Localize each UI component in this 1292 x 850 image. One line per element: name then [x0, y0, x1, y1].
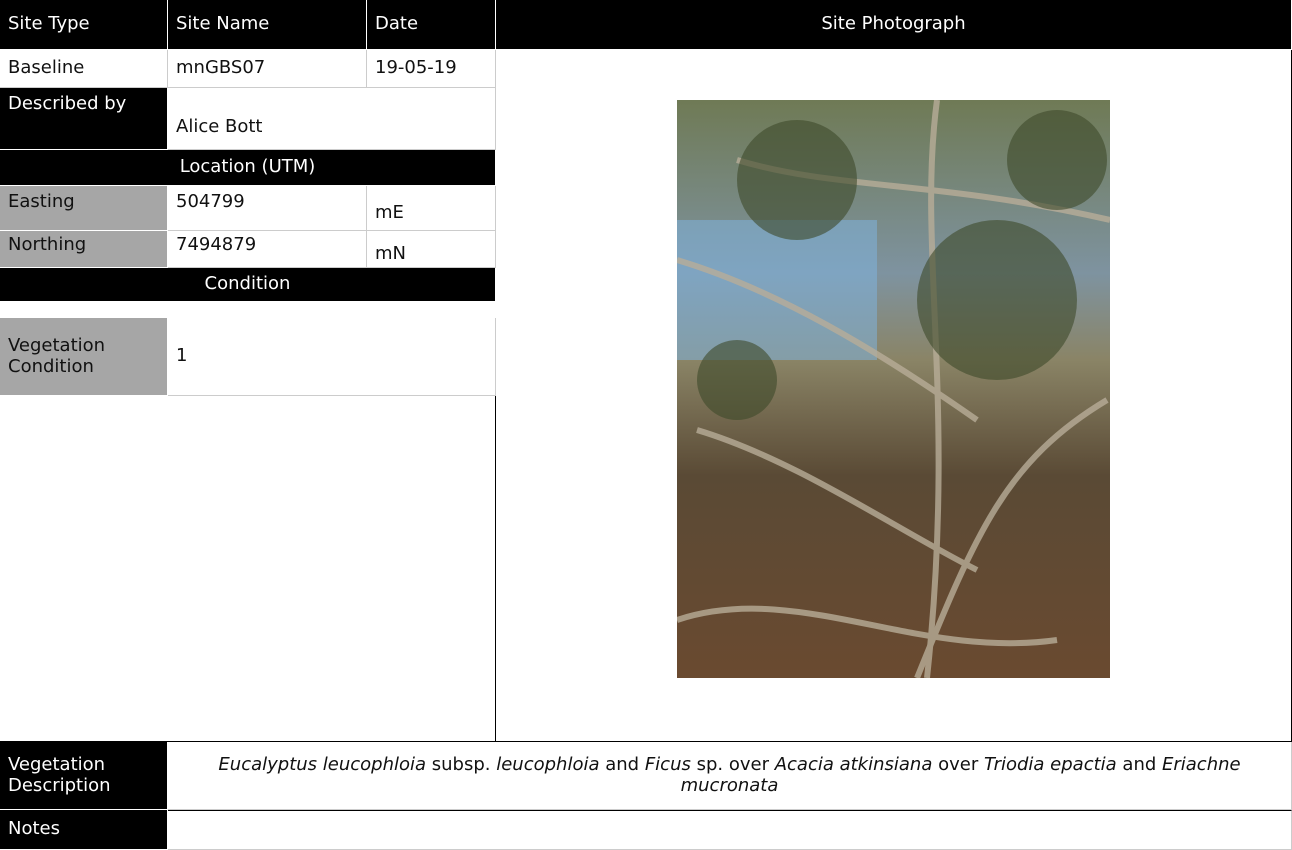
description-run: and	[1117, 754, 1162, 775]
easting: 504799	[168, 186, 367, 231]
site-type: Baseline	[0, 50, 168, 88]
northing: 7494879	[168, 231, 367, 268]
notes-value	[168, 810, 1292, 850]
header-cell: Date	[367, 0, 496, 50]
description-run: sp. over	[691, 754, 775, 775]
section-header: Location (UTM)	[0, 150, 496, 186]
description-run: leucophloia	[496, 754, 599, 775]
description-run: subsp.	[426, 754, 496, 775]
empty-cell	[0, 396, 496, 742]
header-cell: Site Type	[0, 0, 168, 50]
header-cell: Site Name	[168, 0, 367, 50]
described-by: Alice Bott	[168, 88, 496, 150]
site-name: mnGBS07	[168, 50, 367, 88]
description-run: Eucalyptus leucophloia	[218, 754, 426, 775]
header-cell: Site Photograph	[496, 0, 1292, 50]
condition-value: 1	[168, 318, 496, 396]
label-cell: Vegetation Description	[0, 742, 168, 810]
vegetation-description: Eucalyptus leucophloia subsp. leucophloi…	[168, 742, 1292, 810]
label-cell: Northing	[0, 231, 168, 268]
unit: mN	[367, 231, 496, 268]
label-cell: Vegetation Condition	[0, 318, 168, 396]
label-cell: Easting	[0, 186, 168, 231]
description-text: Eucalyptus leucophloia subsp. leucophloi…	[188, 755, 1271, 796]
label-cell: Described by	[0, 88, 168, 150]
site-sheet: Site Type Site Name Date Site Photograph…	[0, 0, 1292, 850]
site-date: 19-05-19	[367, 50, 496, 88]
description-run: Ficus	[645, 754, 691, 775]
site-photo	[677, 100, 1110, 678]
photo-cell	[496, 50, 1292, 742]
description-run: and	[600, 754, 645, 775]
section-header: Condition	[0, 268, 496, 302]
description-run: over	[932, 754, 984, 775]
unit: mE	[367, 186, 496, 231]
label-cell: Notes	[0, 810, 168, 850]
description-run: Acacia atkinsiana	[775, 754, 933, 775]
description-run: Triodia epactia	[984, 754, 1117, 775]
